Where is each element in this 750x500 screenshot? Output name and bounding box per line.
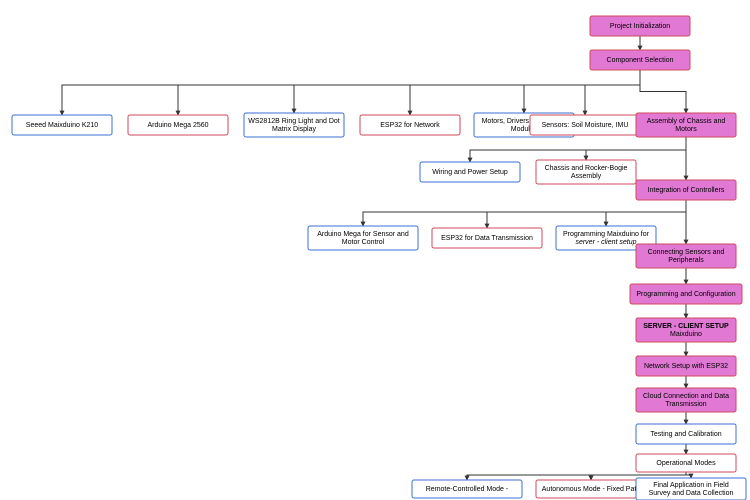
edge: [586, 137, 686, 160]
node-assembly: Assembly of Chassis andMotors: [636, 113, 736, 137]
node-cloud: Cloud Connection and DataTransmission: [636, 388, 736, 412]
edge: [585, 70, 640, 115]
node-comp_sel: Component Selection: [590, 50, 690, 70]
node-auto: Autonomous Mode - Fixed Path: [536, 480, 646, 498]
edge: [178, 70, 640, 115]
node-label: ESP32 for Network: [380, 122, 440, 129]
nodes-layer: Project Initialization Component Selectio…: [12, 16, 746, 500]
node-label: Wiring and Power Setup: [432, 169, 508, 176]
node-mega_ctrl: Arduino Mega for Sensor andMotor Control: [308, 226, 418, 250]
node-final_app: Final Application in FieldSurvey and Dat…: [636, 478, 746, 500]
edge: [410, 70, 640, 115]
edge: [363, 200, 686, 226]
node-wiring: Wiring and Power Setup: [420, 162, 520, 182]
node-conn_sens: Connecting Sensors andPeripherals: [636, 244, 736, 268]
node-label: Sensors: Soil Moisture, IMU: [542, 122, 629, 129]
node-label: Autonomous Mode - Fixed Path: [542, 486, 641, 493]
edge: [294, 70, 640, 113]
node-label: Network Setup with ESP32: [644, 363, 728, 370]
node-chassis_rb: Chassis and Rocker-BogieAssembly: [536, 160, 636, 184]
node-label: Project Initialization: [610, 23, 670, 30]
edge: [524, 70, 640, 113]
edge: [606, 200, 686, 226]
edge: [686, 472, 691, 478]
node-testing: Testing and Calibration: [636, 424, 736, 444]
node-label: Remote-Controlled Mode -: [426, 486, 509, 493]
node-label: Final Application in FieldSurvey and Dat…: [649, 482, 734, 497]
node-mega: Arduino Mega 2560: [128, 115, 228, 135]
node-label: Component Selection: [607, 57, 674, 64]
flowchart-canvas: Project Initialization Component Selectio…: [0, 0, 750, 500]
node-label: ESP32 for Data Transmission: [441, 235, 533, 242]
edge: [640, 70, 686, 113]
node-label: Operational Modes: [656, 460, 716, 467]
edges-layer: [62, 36, 691, 480]
node-prog_cfg: Programming and Configuration: [630, 284, 742, 304]
node-ws2812: WS2812B Ring Light and DotMatrix Display: [244, 113, 344, 137]
node-op_modes: Operational Modes: [636, 454, 736, 472]
node-server_cli: SERVER - CLIENT SETUPMaixduino: [636, 318, 736, 342]
node-label: Seeed Maixduino K210: [26, 122, 98, 129]
node-maixduino: Seeed Maixduino K210: [12, 115, 112, 135]
node-remote: Remote-Controlled Mode -: [412, 480, 522, 498]
node-label: Programming and Configuration: [636, 291, 735, 298]
node-label: Integration of Controllers: [648, 187, 725, 194]
node-integration: Integration of Controllers: [636, 180, 736, 200]
node-label: Testing and Calibration: [650, 431, 721, 438]
node-esp32data: ESP32 for Data Transmission: [432, 228, 542, 248]
node-sensors: Sensors: Soil Moisture, IMU: [530, 115, 640, 135]
node-net_esp32: Network Setup with ESP32: [636, 356, 736, 376]
edge: [62, 70, 640, 115]
node-esp32net: ESP32 for Network: [360, 115, 460, 135]
node-label: Arduino Mega 2560: [147, 122, 208, 129]
node-proj_init: Project Initialization: [590, 16, 690, 36]
edge: [487, 200, 686, 228]
